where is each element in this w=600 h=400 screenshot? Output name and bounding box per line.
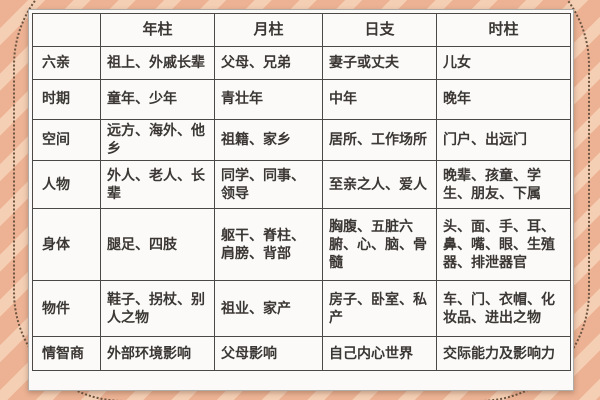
table-cell: 祖上、外戚长辈 <box>100 46 215 80</box>
table-row: 情智商 外部环境影响 父母影响 自己内心世界 交际能力及影响力 <box>32 336 571 372</box>
table-row: 物件 鞋子、拐杖、别人之物 祖业、家产 房子、卧室、私产 车、门、衣帽、化妆品、… <box>32 280 571 338</box>
table-row: 身体 腿足、四肢 躯干、脊柱、肩膀、背部 胸腹、五脏六腑、心、脑、骨髓 头、面、… <box>32 208 571 282</box>
header-cell-year-pillar: 年柱 <box>100 13 215 47</box>
header-cell-month-pillar: 月柱 <box>214 13 323 47</box>
table-cell: 腿足、四肢 <box>100 208 215 282</box>
header-cell-day-branch: 日支 <box>322 13 437 47</box>
table-cell: 中年 <box>322 79 437 120</box>
table-cell: 晚辈、孩童、学生、朋友、下属 <box>436 160 571 210</box>
table-cell: 祖业、家产 <box>214 280 323 338</box>
table-cell: 门户、出远门 <box>436 118 571 162</box>
table-cell: 妻子或丈夫 <box>322 46 437 80</box>
table-cell: 胸腹、五脏六腑、心、脑、骨髓 <box>322 208 437 282</box>
row-label: 人物 <box>32 160 101 210</box>
table-cell: 躯干、脊柱、肩膀、背部 <box>214 208 323 282</box>
table-cell: 父母影响 <box>214 336 323 372</box>
header-row: 年柱 月柱 日支 时柱 <box>32 13 571 47</box>
table-cell: 自己内心世界 <box>322 336 437 372</box>
table-cell: 父母、兄弟 <box>214 46 323 80</box>
table-row: 空间 远方、海外、他乡 祖籍、家乡 居所、工作场所 门户、出远门 <box>32 118 571 162</box>
header-cell-hour-pillar: 时柱 <box>436 13 571 47</box>
table-cell: 外部环境影响 <box>100 336 215 372</box>
table-row: 人物 外人、老人、长辈 同学、同事、领导 至亲之人、爱人 晚辈、孩童、学生、朋友… <box>32 160 571 210</box>
row-label: 情智商 <box>32 336 101 372</box>
table-cell: 房子、卧室、私产 <box>322 280 437 338</box>
table-cell: 远方、海外、他乡 <box>100 118 215 162</box>
table-cell: 儿女 <box>436 46 571 80</box>
table-cell: 交际能力及影响力 <box>436 336 571 372</box>
header-cell-empty <box>32 13 101 47</box>
dotted-frame-decoration <box>13 0 590 400</box>
row-label: 身体 <box>32 208 101 282</box>
row-label: 时期 <box>32 79 101 120</box>
four-pillars-table: 年柱 月柱 日支 时柱 六亲 祖上、外戚长辈 父母、兄弟 妻子或丈夫 儿女 时期… <box>32 13 571 372</box>
table-cell: 同学、同事、领导 <box>214 160 323 210</box>
table-cell: 祖籍、家乡 <box>214 118 323 162</box>
table-cell: 童年、少年 <box>100 79 215 120</box>
table-cell: 外人、老人、长辈 <box>100 160 215 210</box>
table-row: 六亲 祖上、外戚长辈 父母、兄弟 妻子或丈夫 儿女 <box>32 46 571 80</box>
table-cell: 至亲之人、爱人 <box>322 160 437 210</box>
table-row: 时期 童年、少年 青壮年 中年 晚年 <box>32 79 571 120</box>
table-cell: 晚年 <box>436 79 571 120</box>
table-cell: 车、门、衣帽、化妆品、进出之物 <box>436 280 571 338</box>
row-label: 空间 <box>32 118 101 162</box>
table-cell: 青壮年 <box>214 79 323 120</box>
table-cell: 鞋子、拐杖、别人之物 <box>100 280 215 338</box>
table-card: 年柱 月柱 日支 时柱 六亲 祖上、外戚长辈 父母、兄弟 妻子或丈夫 儿女 时期… <box>28 9 574 391</box>
row-label: 六亲 <box>32 46 101 80</box>
table-cell: 居所、工作场所 <box>322 118 437 162</box>
row-label: 物件 <box>32 280 101 338</box>
table-cell: 头、面、手、耳、鼻、嘴、眼、生殖器、排泄器官 <box>436 208 571 282</box>
